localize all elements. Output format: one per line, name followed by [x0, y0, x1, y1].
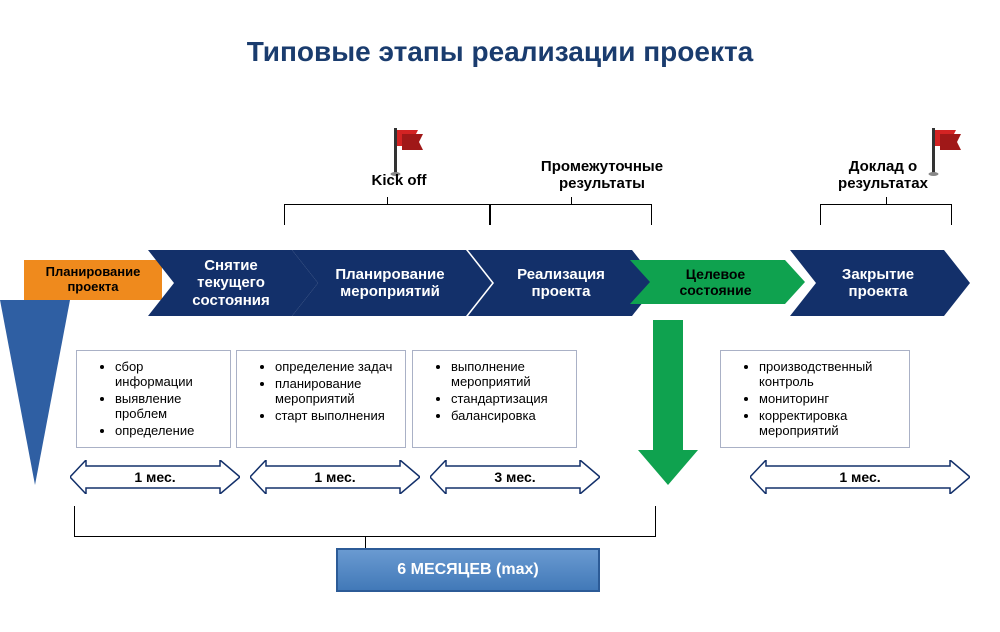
start-box-text: Планированиепроекта — [46, 265, 141, 295]
milestone-intermediate-label: Промежуточные результаты — [522, 158, 682, 192]
detail-item: сбор информации — [115, 359, 220, 389]
milestone-kickoff-label: Kick off — [359, 172, 439, 189]
detail-item: выявление проблем — [115, 391, 220, 421]
detail-box-2: определение задач планирование мероприят… — [236, 350, 406, 448]
detail-item: определение — [115, 423, 220, 438]
detail-item: выполнение мероприятий — [451, 359, 566, 389]
chevron-plan-label: Планирование мероприятий — [292, 250, 492, 316]
chevron-celevoe-label: Целевое состояние — [630, 260, 805, 304]
duration-arrow-4-label: 1 мес. — [750, 460, 970, 494]
green-arrow-icon — [638, 320, 698, 485]
detail-box-1: сбор информации выявление проблем опреде… — [76, 350, 231, 448]
duration-arrow-1-label: 1 мес. — [70, 460, 240, 494]
bracket-report — [820, 204, 952, 225]
detail-item: планирование мероприятий — [275, 376, 395, 406]
detail-box-4: производственный контроль мониторинг кор… — [720, 350, 910, 448]
detail-item: старт выполнения — [275, 408, 395, 423]
start-box: Планированиепроекта — [24, 260, 162, 300]
detail-item: корректировка мероприятий — [759, 408, 899, 438]
total-box: 6 МЕСЯЦЕВ (max) — [336, 548, 600, 592]
detail-item: мониторинг — [759, 391, 899, 406]
total-bracket — [74, 506, 656, 537]
bracket-intermediate — [490, 204, 652, 225]
bracket-kickoff — [284, 204, 490, 225]
detail-box-3: выполнение мероприятий стандартизация ба… — [412, 350, 577, 448]
duration-arrow-2-label: 1 мес. — [250, 460, 420, 494]
flag-kickoff-icon — [390, 126, 432, 176]
detail-item: балансировка — [451, 408, 566, 423]
detail-item: производственный контроль — [759, 359, 899, 389]
start-arrow-icon — [0, 300, 70, 485]
duration-arrow-3-label: 3 мес. — [430, 460, 600, 494]
detail-item: определение задач — [275, 359, 395, 374]
milestone-report-label: Доклад о результатах — [823, 158, 943, 192]
chevron-zakrytie-label: Закрытие проекта — [790, 250, 970, 316]
page-title: Типовые этапы реализации проекта — [0, 36, 1000, 68]
detail-item: стандартизация — [451, 391, 566, 406]
